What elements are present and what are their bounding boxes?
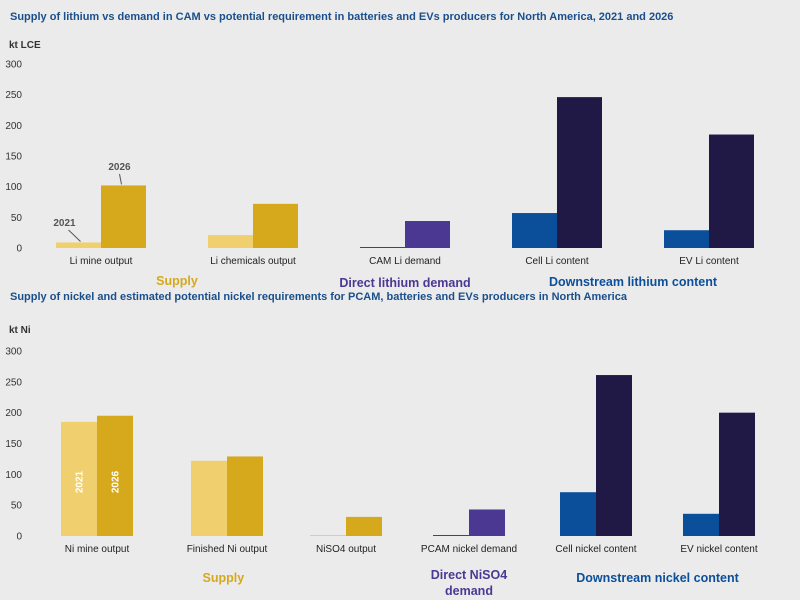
year-annotation: 2021 [53, 218, 76, 229]
y-tick-label: 300 [5, 60, 22, 71]
bar-2021-3 [433, 535, 469, 536]
y-axis-unit: kt Ni [9, 325, 31, 336]
y-tick-label: 50 [11, 213, 23, 224]
nickel-chart-panel: Supply of nickel and estimated potential… [0, 287, 800, 600]
category-label: CAM Li demand [369, 256, 441, 267]
category-label: Li mine output [70, 256, 133, 267]
y-tick-label: 200 [5, 121, 22, 132]
bar-2021-2 [310, 535, 346, 536]
bar-2021-2 [360, 247, 405, 248]
bar-2026-2 [405, 221, 450, 248]
category-label: NiSO4 output [316, 544, 376, 555]
group-label: Supply [202, 571, 244, 585]
year-annotation: 2026 [111, 470, 122, 493]
year-annotation: 2026 [108, 162, 131, 173]
year-annotation: 2021 [75, 470, 86, 493]
bar-2026-4 [596, 375, 632, 536]
chart-title: Supply of lithium vs demand in CAM vs po… [10, 11, 674, 23]
category-label: PCAM nickel demand [421, 544, 517, 555]
y-tick-label: 0 [16, 532, 22, 543]
bar-2021-1 [191, 460, 227, 536]
y-tick-label: 250 [5, 377, 22, 388]
category-label: Cell Li content [525, 256, 589, 267]
nickel-chart: kt Ni 0 50 100 150 200 250 300 Ni mine output Fin… [5, 325, 758, 598]
annotation-leader-line [119, 173, 122, 185]
bar-2021-3 [512, 213, 557, 248]
category-label: EV Li content [679, 256, 739, 267]
lithium-chart: kt LCE 0 50 100 150 200 250 300 Li mine output Li… [5, 40, 754, 290]
category-label: Finished Ni output [187, 544, 268, 555]
category-label: EV nickel content [680, 544, 757, 555]
bar-2021-0 [61, 421, 97, 536]
y-tick-label: 250 [5, 90, 22, 101]
bar-2026-1 [253, 203, 298, 248]
bar-2026-0 [97, 415, 133, 536]
y-tick-label: 50 [11, 501, 23, 512]
bar-2026-3 [469, 509, 505, 536]
group-label: Direct lithium demand [339, 276, 470, 290]
bar-2026-3 [557, 97, 602, 249]
y-tick-label: 100 [5, 470, 22, 481]
bar-2021-5 [683, 513, 719, 536]
bar-2026-5 [719, 412, 755, 536]
category-label: Li chemicals output [210, 256, 296, 267]
bar-2026-1 [227, 456, 263, 536]
y-tick-label: 150 [5, 439, 22, 450]
y-tick-label: 300 [5, 347, 22, 358]
bar-2021-1 [208, 235, 253, 248]
bar-2026-4 [709, 134, 754, 248]
y-axis-unit: kt LCE [9, 40, 41, 51]
annotation-leader-line [68, 229, 81, 242]
group-label: Direct NiSO4 demand [431, 568, 507, 598]
lithium-chart-panel: Supply of lithium vs demand in CAM vs po… [0, 0, 800, 292]
y-tick-label: 200 [5, 408, 22, 419]
group-label: Downstream lithium content [549, 275, 718, 289]
category-label: Ni mine output [65, 544, 130, 555]
y-tick-label: 150 [5, 152, 22, 163]
category-label: Cell nickel content [555, 544, 636, 555]
bar-2026-2 [346, 516, 382, 536]
bar-2021-4 [560, 492, 596, 536]
y-tick-label: 0 [16, 244, 22, 255]
group-label: Supply [156, 274, 198, 288]
bar-2021-4 [664, 230, 709, 248]
bar-2026-0 [101, 185, 146, 248]
bar-2021-0 [56, 242, 101, 248]
chart-title: Supply of nickel and estimated potential… [10, 291, 627, 303]
y-tick-label: 100 [5, 182, 22, 193]
group-label: Downstream nickel content [576, 571, 739, 585]
